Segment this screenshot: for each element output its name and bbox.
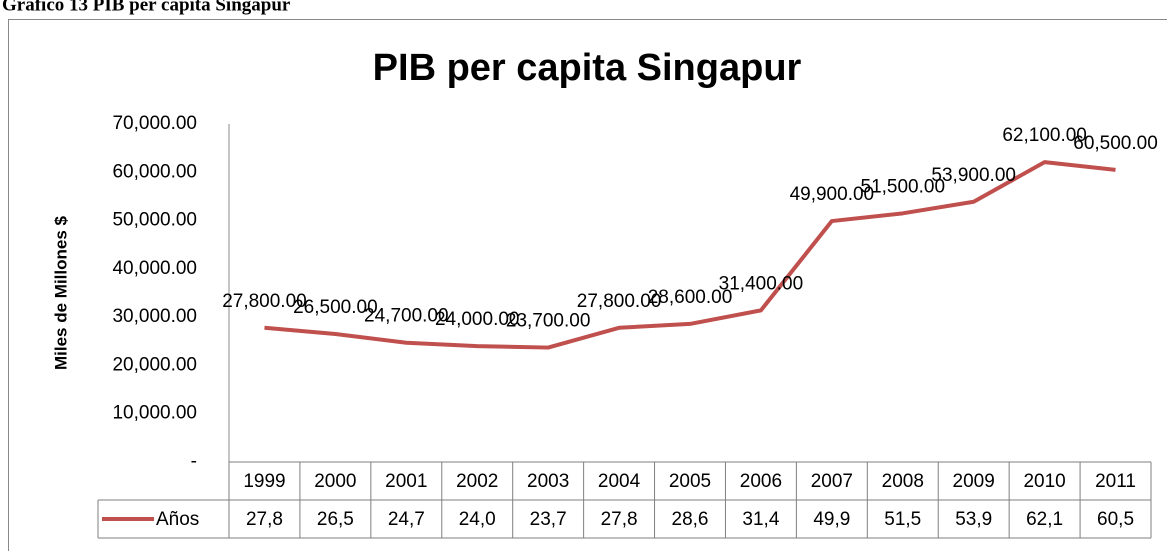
data-label: 49,900.00 <box>790 184 875 205</box>
x-tick-label: 2000 <box>314 471 356 492</box>
table-value: 62,1 <box>1026 509 1063 530</box>
y-tick-label: 20,000.00 <box>112 354 197 375</box>
x-tick-label: 2001 <box>385 471 427 492</box>
data-label: 24,700.00 <box>364 306 449 327</box>
y-tick-label: 10,000.00 <box>112 403 197 424</box>
data-label: 27,800.00 <box>577 291 662 312</box>
table-value: 24,7 <box>388 509 425 530</box>
x-tick-label: 2010 <box>1023 471 1065 492</box>
data-label: 23,700.00 <box>506 311 591 332</box>
y-tick-label: 60,000.00 <box>112 161 197 182</box>
y-axis-label: Miles de Millones $ <box>51 215 70 370</box>
x-tick-label: 2006 <box>740 471 782 492</box>
y-tick-label: 40,000.00 <box>112 258 197 279</box>
y-tick-label: - <box>191 451 197 472</box>
x-tick-label: 2004 <box>598 471 641 492</box>
series-line <box>264 160 1116 350</box>
table-value: 51,5 <box>884 509 921 530</box>
data-label: 62,100.00 <box>1002 125 1087 146</box>
y-tick-label: 30,000.00 <box>112 306 197 327</box>
data-label: 51,500.00 <box>861 176 946 197</box>
chart-title: PIB per capita Singapur <box>373 47 802 89</box>
data-label: 24,000.00 <box>435 309 520 330</box>
data-label: 26,500.00 <box>293 297 378 318</box>
data-label: 31,400.00 <box>719 273 804 294</box>
data-label: 53,900.00 <box>931 165 1016 186</box>
x-tick-label: 2008 <box>882 471 924 492</box>
y-tick-label: 70,000.00 <box>112 113 197 134</box>
table-value: 24,0 <box>459 509 496 530</box>
x-tick-label: 2011 <box>1095 471 1136 492</box>
legend-label: Años <box>156 509 199 530</box>
table-value: 31,4 <box>742 509 779 530</box>
table-value: 53,9 <box>955 509 992 530</box>
x-tick-label: 2005 <box>669 471 711 492</box>
y-tick-label: 50,000.00 <box>112 210 197 231</box>
x-tick-label: 2009 <box>953 471 995 492</box>
table-value: 28,6 <box>672 509 709 530</box>
table-value: 23,7 <box>530 509 567 530</box>
x-tick-label: 2002 <box>456 471 498 492</box>
table-value: 49,9 <box>813 509 850 530</box>
heading: Gráfico 13 PIB per capita Singapur <box>2 0 291 15</box>
table-value: 27,8 <box>601 509 638 530</box>
data-label: 28,600.00 <box>648 287 733 308</box>
x-tick-label: 2007 <box>811 471 853 492</box>
table-value: 27,8 <box>246 509 283 530</box>
data-label: 27,800.00 <box>222 291 307 312</box>
data-label: 60,500.00 <box>1073 133 1158 154</box>
x-tick-label: 2003 <box>527 471 569 492</box>
table-value: 60,5 <box>1097 509 1134 530</box>
x-tick-label: 1999 <box>243 471 285 492</box>
table-value: 26,5 <box>317 509 354 530</box>
